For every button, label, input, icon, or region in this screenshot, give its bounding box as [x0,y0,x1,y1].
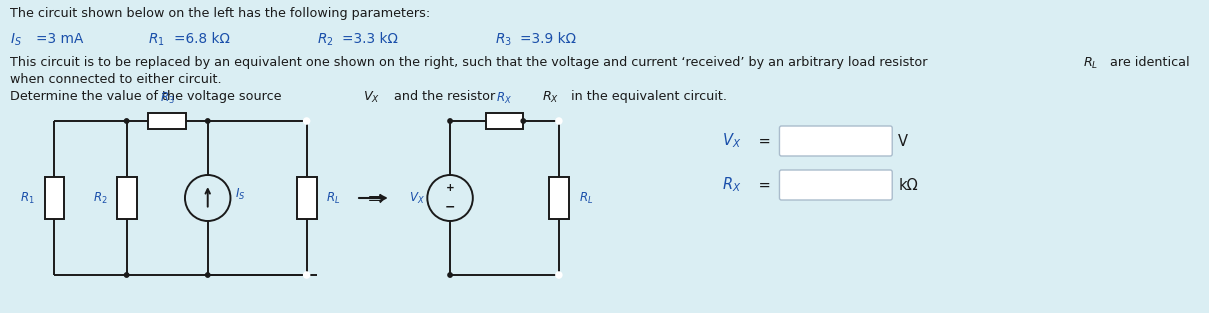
Text: $\Rightarrow$: $\Rightarrow$ [363,188,386,208]
Text: =6.8 kΩ: =6.8 kΩ [174,32,230,46]
Circle shape [556,118,562,124]
Text: $\it{R_X}$: $\it{R_X}$ [497,91,513,106]
Circle shape [447,273,452,277]
Bar [45,177,64,219]
Text: $\it{I_S}$: $\it{I_S}$ [236,187,245,202]
Text: are identical: are identical [1106,56,1190,69]
Text: when connected to either circuit.: when connected to either circuit. [10,73,221,86]
Circle shape [206,119,210,123]
Circle shape [303,272,310,278]
Text: $\it{V_X}$: $\it{V_X}$ [409,190,424,206]
Bar [549,177,568,219]
Text: V: V [898,134,908,148]
Text: The circuit shown below on the left has the following parameters:: The circuit shown below on the left has … [10,7,430,20]
FancyBboxPatch shape [780,126,892,156]
Text: $\it{V_X}$: $\it{V_X}$ [363,90,380,105]
Bar [149,113,186,129]
Circle shape [556,272,562,278]
Text: This circuit is to be replaced by an equivalent one shown on the right, such tha: This circuit is to be replaced by an equ… [10,56,936,69]
Text: +: + [446,183,455,193]
Text: $\it{R_1}$: $\it{R_1}$ [149,32,166,49]
Circle shape [125,273,129,277]
Text: $\it{R_3}$: $\it{R_3}$ [160,91,174,106]
Text: =3.9 kΩ: =3.9 kΩ [520,32,577,46]
Circle shape [303,118,310,124]
Text: $\it{R_3}$: $\it{R_3}$ [494,32,511,49]
Circle shape [447,119,452,123]
Text: $\it{V_X}$: $\it{V_X}$ [722,132,741,150]
Text: −: − [445,200,456,213]
Text: $\it{R_L}$: $\it{R_L}$ [579,190,592,206]
Circle shape [206,273,210,277]
Text: $\it{R_2}$: $\it{R_2}$ [93,190,108,206]
Circle shape [125,119,129,123]
Bar [117,177,137,219]
Bar [486,113,523,129]
Text: $\it{I_S}$: $\it{I_S}$ [10,32,22,49]
Text: in the equivalent circuit.: in the equivalent circuit. [567,90,727,103]
Text: $\it{R_L}$: $\it{R_L}$ [1083,56,1099,71]
Text: =3.3 kΩ: =3.3 kΩ [342,32,398,46]
Text: $\it{R_X}$: $\it{R_X}$ [722,176,741,194]
Text: =3 mA: =3 mA [35,32,83,46]
Text: $\it{R_L}$: $\it{R_L}$ [326,190,341,206]
Circle shape [521,119,526,123]
Text: $\it{R_X}$: $\it{R_X}$ [542,90,560,105]
FancyBboxPatch shape [780,170,892,200]
Bar [296,177,317,219]
Text: and the resistor: and the resistor [389,90,499,103]
Text: =: = [753,134,770,148]
Text: kΩ: kΩ [898,177,918,192]
Text: $\it{R_1}$: $\it{R_1}$ [21,190,35,206]
Text: $\it{R_2}$: $\it{R_2}$ [317,32,332,49]
Text: Determine the value of the voltage source: Determine the value of the voltage sourc… [10,90,285,103]
Text: =: = [753,177,770,192]
